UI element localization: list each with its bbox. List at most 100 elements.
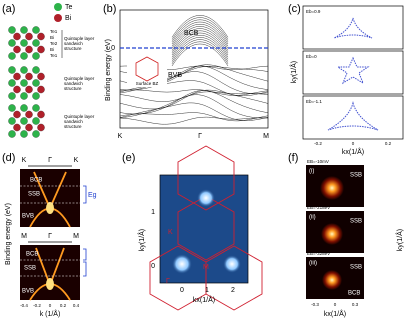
valence-band — [119, 65, 269, 91]
panel-label: (a) — [2, 3, 15, 15]
conduction-band — [171, 41, 229, 64]
band-label: BVB — [168, 72, 182, 79]
map-label: Eb=0.9 — [306, 9, 321, 14]
atom — [37, 85, 45, 94]
atom — [13, 123, 21, 132]
atom — [13, 32, 21, 41]
atom — [8, 79, 16, 87]
atom — [20, 66, 28, 74]
conduction-band — [171, 37, 229, 60]
bz-hexagon — [135, 56, 159, 82]
atom — [20, 117, 28, 125]
conduction-band — [171, 34, 229, 58]
map-index: (iii) — [309, 261, 317, 267]
atom — [25, 72, 33, 81]
band-label: BCB — [30, 178, 42, 184]
atom — [32, 104, 40, 112]
x-tick: K — [118, 133, 123, 140]
atom — [13, 72, 21, 81]
atom — [25, 32, 33, 41]
valence-band — [119, 90, 269, 115]
contour — [336, 56, 370, 85]
block-note: Quintuple layer sandwich structure — [64, 114, 94, 129]
inset-label: Surface BZ — [136, 81, 159, 86]
point-label: Γ — [166, 278, 170, 285]
valence-band — [119, 112, 269, 122]
band-label: BCB — [348, 291, 360, 297]
x-tick: M — [263, 133, 269, 140]
shape — [83, 248, 87, 277]
shape — [205, 245, 263, 311]
x-tick: 0.4 — [73, 303, 80, 308]
layer: Bi — [50, 47, 54, 52]
bi-icon — [54, 14, 62, 22]
valence-band — [119, 71, 269, 94]
block-text: Quintuple layer sandwich structure — [64, 76, 95, 91]
shape — [302, 95, 404, 140]
atom — [20, 26, 28, 34]
atom — [25, 110, 33, 119]
energy-label: EB=-10mV — [307, 159, 329, 164]
atom — [13, 85, 21, 94]
atom — [8, 52, 16, 60]
panel-f: (f) EB=-10mV (i) SSB EB=-218eV (ii) SSB EB=-32… — [288, 152, 404, 318]
shape — [302, 50, 404, 95]
atom — [25, 45, 33, 54]
atom — [20, 79, 28, 87]
atom — [20, 130, 28, 138]
shape — [302, 5, 404, 50]
valence-band — [119, 89, 269, 110]
x-tick: -0.2 — [33, 303, 41, 308]
band-label: SSB — [28, 192, 40, 198]
atom — [8, 92, 16, 100]
arpes-image — [20, 169, 80, 227]
panel-e: (e) K Γ M 1 0 ky(1/Å) 0 1 2 kx(1/Å) — [122, 145, 263, 311]
band-label: BVB — [22, 289, 34, 295]
path-label: Γ — [48, 233, 52, 240]
x-tick: Γ — [198, 133, 202, 140]
panel-label: (b) — [103, 3, 116, 15]
band-label: BCB — [26, 252, 38, 258]
legend-bi: Bi — [65, 15, 72, 22]
atom — [20, 39, 28, 47]
atom — [8, 39, 16, 47]
x-label: kx(1/Å) — [324, 309, 346, 318]
te-icon — [54, 3, 62, 11]
atom — [32, 39, 40, 47]
atom — [20, 92, 28, 100]
band-label: BVB — [22, 214, 34, 220]
arpes-image — [20, 245, 80, 300]
fs-glow — [320, 176, 344, 200]
shape — [83, 185, 87, 204]
valence-band — [119, 91, 269, 102]
y-label: ky(1/Å) — [137, 229, 146, 251]
crystal — [8, 26, 45, 138]
x-tick: 0.2 — [60, 303, 67, 308]
band-label: SSB — [350, 265, 362, 271]
atom — [32, 130, 40, 138]
fs-glow — [321, 223, 343, 245]
energy-label: EB=-328eV — [307, 251, 330, 256]
band-label: SSB — [350, 173, 362, 179]
conduction-band — [171, 17, 229, 40]
atom — [32, 26, 40, 34]
energy-label: EB=-218eV — [307, 205, 330, 210]
panel-label: (f) — [288, 152, 298, 164]
atom — [13, 110, 21, 119]
point-label: M — [203, 264, 209, 271]
x-label: kx(1/Å) — [342, 147, 364, 156]
conduction-band — [171, 39, 229, 62]
atom — [32, 66, 40, 74]
conduction-band — [171, 21, 229, 45]
atom — [20, 104, 28, 112]
atom — [32, 92, 40, 100]
fs-glow — [322, 270, 342, 290]
atom — [13, 45, 21, 54]
fs-maps: EB=-10mV (i) SSB EB=-218eV (ii) SSB EB=-328eV (… — [306, 159, 364, 299]
x-tick: 0 — [334, 302, 337, 307]
shape — [46, 202, 54, 214]
valence-band — [119, 94, 269, 119]
point-label: K — [168, 229, 173, 236]
panel-label: (c) — [288, 3, 301, 15]
